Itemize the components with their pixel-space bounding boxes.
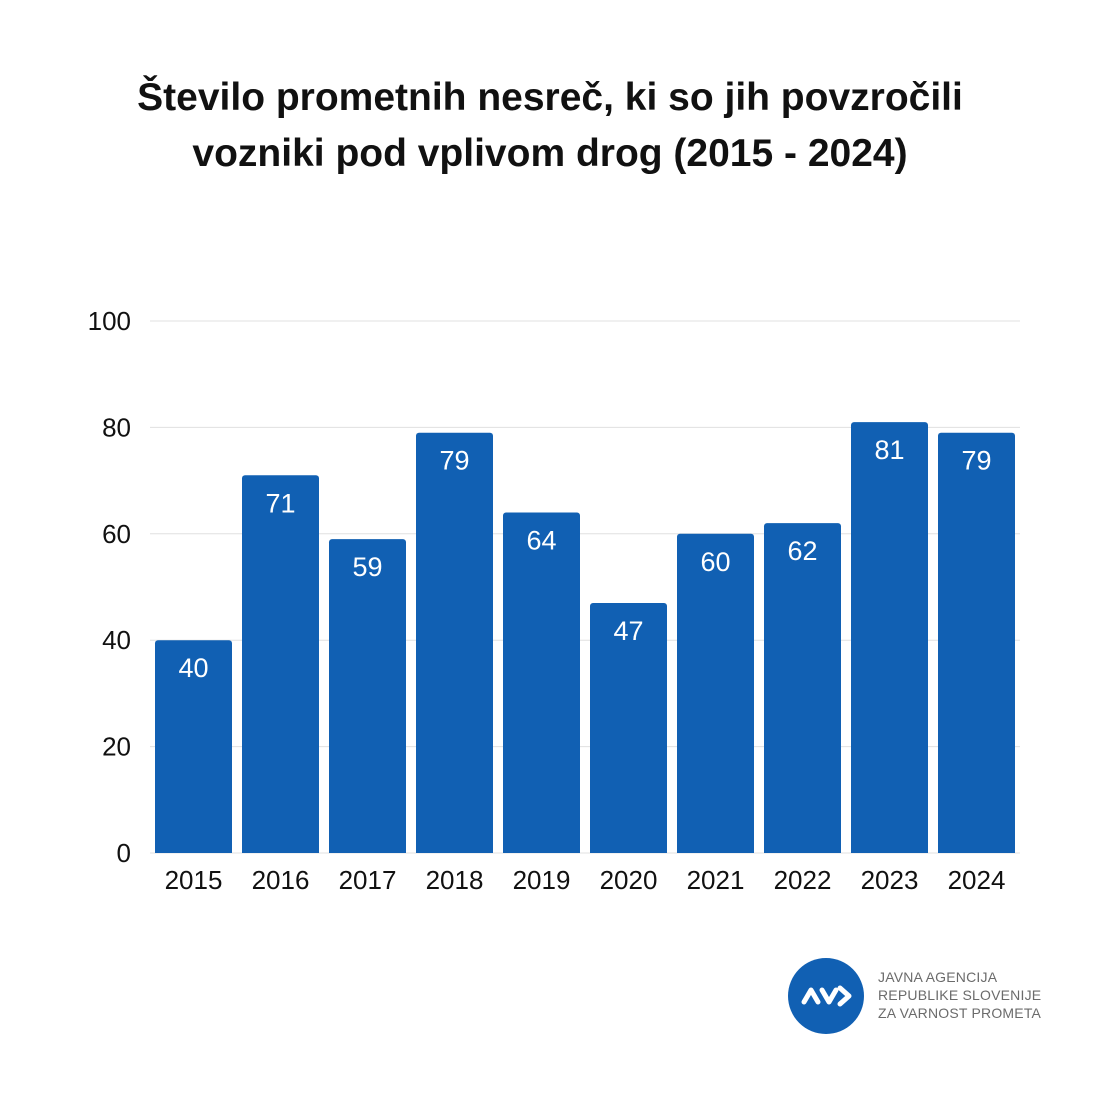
x-tick-label: 2018 bbox=[426, 865, 484, 895]
data-label: 60 bbox=[700, 547, 730, 577]
bar-2022 bbox=[764, 523, 841, 853]
bar-2020 bbox=[590, 602, 667, 853]
chart-title-line-1: Število prometnih nesreč, ki so jih povz… bbox=[137, 76, 963, 119]
chart-title: Število prometnih nesreč, ki so jih povz… bbox=[0, 70, 1100, 182]
data-label: 79 bbox=[439, 446, 469, 476]
data-label: 47 bbox=[613, 616, 643, 646]
data-label: 79 bbox=[961, 446, 991, 476]
x-tick-label: 2020 bbox=[600, 865, 658, 895]
bar-2019 bbox=[503, 512, 580, 853]
y-tick-label: 80 bbox=[102, 412, 131, 442]
y-tick-label: 100 bbox=[88, 306, 131, 336]
x-tick-label: 2017 bbox=[339, 865, 397, 895]
data-label: 40 bbox=[178, 653, 208, 683]
logo-text-line-3: ZA VARNOST PROMETA bbox=[878, 1005, 1042, 1021]
x-tick-label: 2015 bbox=[165, 865, 223, 895]
bar-2018 bbox=[416, 432, 493, 853]
bar-2017 bbox=[329, 539, 406, 853]
data-label: 62 bbox=[787, 536, 817, 566]
y-tick-label: 60 bbox=[102, 519, 131, 549]
data-label: 81 bbox=[874, 435, 904, 465]
bar-base-2019 bbox=[503, 849, 580, 853]
x-tick-label: 2022 bbox=[774, 865, 832, 895]
bar-2015 bbox=[155, 640, 232, 853]
bar-base-2016 bbox=[242, 849, 319, 853]
bar-2024 bbox=[938, 432, 1015, 853]
bar-2023 bbox=[851, 422, 928, 853]
bar-base-2017 bbox=[329, 849, 406, 853]
bar-base-2020 bbox=[590, 849, 667, 853]
bar-base-2023 bbox=[851, 849, 928, 853]
chart-title-line-2: vozniki pod vplivom drog (2015 - 2024) bbox=[192, 132, 908, 175]
avp-logo-icon bbox=[788, 958, 864, 1034]
x-tick-label: 2019 bbox=[513, 865, 571, 895]
bar-base-2022 bbox=[764, 849, 841, 853]
bar-base-2024 bbox=[938, 849, 1015, 853]
x-tick-label: 2016 bbox=[252, 865, 310, 895]
bar-base-2021 bbox=[677, 849, 754, 853]
logo-text-line-2: REPUBLIKE SLOVENIJE bbox=[878, 987, 1042, 1003]
logo-text-line-1: JAVNA AGENCIJA bbox=[878, 969, 998, 985]
x-tick-label: 2023 bbox=[861, 865, 919, 895]
bar-2021 bbox=[677, 533, 754, 853]
agency-logo: JAVNA AGENCIJA REPUBLIKE SLOVENIJE ZA VA… bbox=[788, 958, 1068, 1038]
y-tick-label: 40 bbox=[102, 625, 131, 655]
bar-base-2018 bbox=[416, 849, 493, 853]
logo-text: JAVNA AGENCIJA REPUBLIKE SLOVENIJE ZA VA… bbox=[878, 968, 1041, 1022]
data-label: 59 bbox=[352, 552, 382, 582]
y-tick-label: 0 bbox=[117, 838, 131, 868]
data-label: 64 bbox=[526, 526, 556, 556]
data-label: 71 bbox=[265, 488, 295, 518]
x-tick-label: 2024 bbox=[948, 865, 1006, 895]
bar-2016 bbox=[242, 475, 319, 853]
bar-base-2015 bbox=[155, 849, 232, 853]
x-tick-label: 2021 bbox=[687, 865, 745, 895]
y-tick-label: 20 bbox=[102, 732, 131, 762]
